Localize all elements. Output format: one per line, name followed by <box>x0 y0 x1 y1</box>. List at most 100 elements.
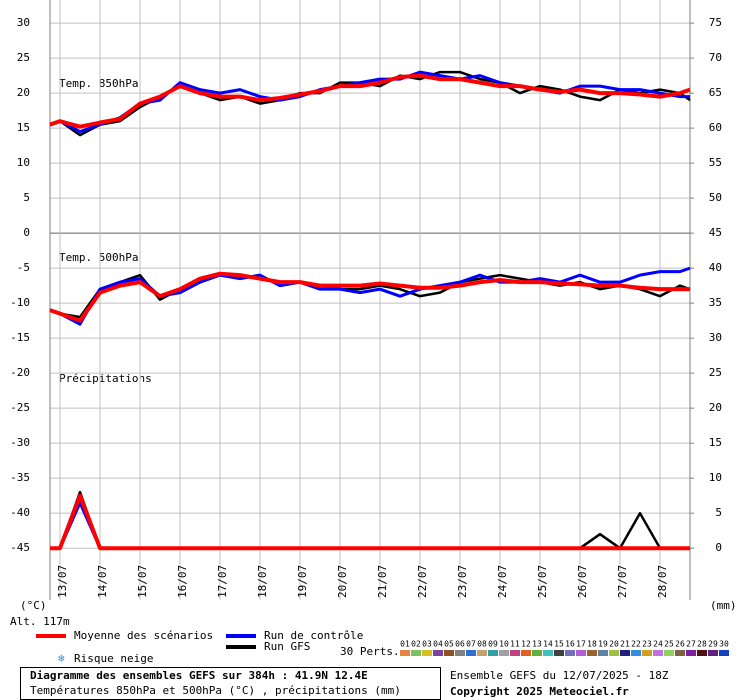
pert-label: 19 <box>598 640 608 649</box>
pert-swatch <box>444 650 454 656</box>
y-tick-label: 0 <box>23 226 30 239</box>
pert-swatch <box>422 650 432 656</box>
pert-swatch <box>554 650 564 656</box>
pert-label: 02 <box>411 640 421 649</box>
pert-label: 20 <box>609 640 619 649</box>
series-line <box>50 493 690 551</box>
pert-swatch <box>576 650 586 656</box>
pert-label: 24 <box>653 640 663 649</box>
pert-swatch <box>488 650 498 656</box>
y2-tick-label: 60 <box>709 121 722 134</box>
y2-tick-label: 30 <box>709 331 722 344</box>
pert-label: 03 <box>422 640 432 649</box>
pert-swatch <box>510 650 520 656</box>
y2-tick-label: 70 <box>709 51 722 64</box>
pert-swatch <box>631 650 641 656</box>
y2-tick-label: 0 <box>715 541 722 554</box>
pert-label: 12 <box>521 640 531 649</box>
snow-label: Risque neige <box>74 652 153 665</box>
x-tick-label: 18/07 <box>256 565 269 598</box>
y2-tick-label: 15 <box>709 436 722 449</box>
pert-swatch <box>532 650 542 656</box>
snow-icon: ❄ <box>58 652 65 665</box>
y-tick-label: -10 <box>10 296 30 309</box>
y2-unit: (mm) <box>710 599 737 612</box>
pert-swatch <box>653 650 663 656</box>
pert-swatch <box>620 650 630 656</box>
series-line <box>49 271 690 323</box>
series-line <box>49 266 691 326</box>
run-info: Ensemble GEFS du 12/07/2025 - 18Z <box>450 669 669 682</box>
pert-swatch <box>686 650 696 656</box>
x-tick-label: 16/07 <box>176 565 189 598</box>
y-tick-label: -20 <box>10 366 30 379</box>
pert-label: 30 <box>719 640 729 649</box>
y-tick-label: -30 <box>10 436 30 449</box>
pert-swatch <box>543 650 553 656</box>
x-tick-label: 17/07 <box>216 565 229 598</box>
pert-swatch <box>565 650 575 656</box>
series-line <box>50 490 690 550</box>
pert-swatch <box>609 650 619 656</box>
y-tick-label: -5 <box>17 261 30 274</box>
y-unit: (°C) <box>20 599 47 612</box>
x-tick-label: 28/07 <box>656 565 669 598</box>
chart-title: Diagramme des ensembles GEFS sur 384h : … <box>30 669 368 682</box>
y-tick-label: 20 <box>17 86 30 99</box>
x-tick-label: 23/07 <box>456 565 469 598</box>
pert-label: 09 <box>488 640 498 649</box>
y2-tick-label: 75 <box>709 16 722 29</box>
y2-tick-label: 20 <box>709 401 722 414</box>
y2-tick-label: 50 <box>709 191 722 204</box>
x-tick-label: 14/07 <box>96 565 109 598</box>
x-tick-label: 27/07 <box>616 565 629 598</box>
x-tick-label: 21/07 <box>376 565 389 598</box>
pert-swatch <box>587 650 597 656</box>
y-tick-label: -45 <box>10 541 30 554</box>
pert-label: 26 <box>675 640 685 649</box>
pert-swatch <box>411 650 421 656</box>
y-tick-label: -25 <box>10 401 30 414</box>
pert-label: 04 <box>433 640 443 649</box>
pert-swatch <box>719 650 729 656</box>
series-line <box>50 501 690 550</box>
pert-swatch <box>466 650 476 656</box>
pert-swatch <box>499 650 509 656</box>
y2-tick-label: 55 <box>709 156 722 169</box>
y2-tick-label: 5 <box>715 506 722 519</box>
y-tick-label: 25 <box>17 51 30 64</box>
pert-label: 07 <box>466 640 476 649</box>
x-tick-label: 22/07 <box>416 565 429 598</box>
pert-label: 28 <box>697 640 707 649</box>
panel-label: Précipitations <box>59 372 152 385</box>
pert-swatch <box>521 650 531 656</box>
chart-subtitle: Températures 850hPa et 500hPa (°C) , pré… <box>30 684 401 697</box>
y-tick-label: 10 <box>17 156 30 169</box>
pert-label: 01 <box>400 640 410 649</box>
pert-swatch <box>642 650 652 656</box>
x-tick-label: 24/07 <box>496 565 509 598</box>
pert-swatch <box>433 650 443 656</box>
x-tick-label: 25/07 <box>536 565 549 598</box>
y2-tick-label: 65 <box>709 86 722 99</box>
pert-swatch <box>675 650 685 656</box>
pert-label: 18 <box>587 640 597 649</box>
pert-label: 05 <box>444 640 454 649</box>
pert-label: 23 <box>642 640 652 649</box>
legend-label: Moyenne des scénarios <box>74 629 213 642</box>
panel-label: Temp. 850hPa <box>59 77 138 90</box>
pert-label: 29 <box>708 640 718 649</box>
pert-swatch <box>455 650 465 656</box>
pert-label: 10 <box>499 640 509 649</box>
pert-swatch <box>400 650 410 656</box>
pert-label: 27 <box>686 640 696 649</box>
series-line <box>49 73 691 129</box>
y2-tick-label: 40 <box>709 261 722 274</box>
pert-swatch <box>697 650 707 656</box>
pert-label: 14 <box>543 640 553 649</box>
pert-swatch <box>708 650 718 656</box>
panel-label: Temp. 500hPa <box>59 251 138 264</box>
pert-swatch <box>598 650 608 656</box>
pert-label: 22 <box>631 640 641 649</box>
